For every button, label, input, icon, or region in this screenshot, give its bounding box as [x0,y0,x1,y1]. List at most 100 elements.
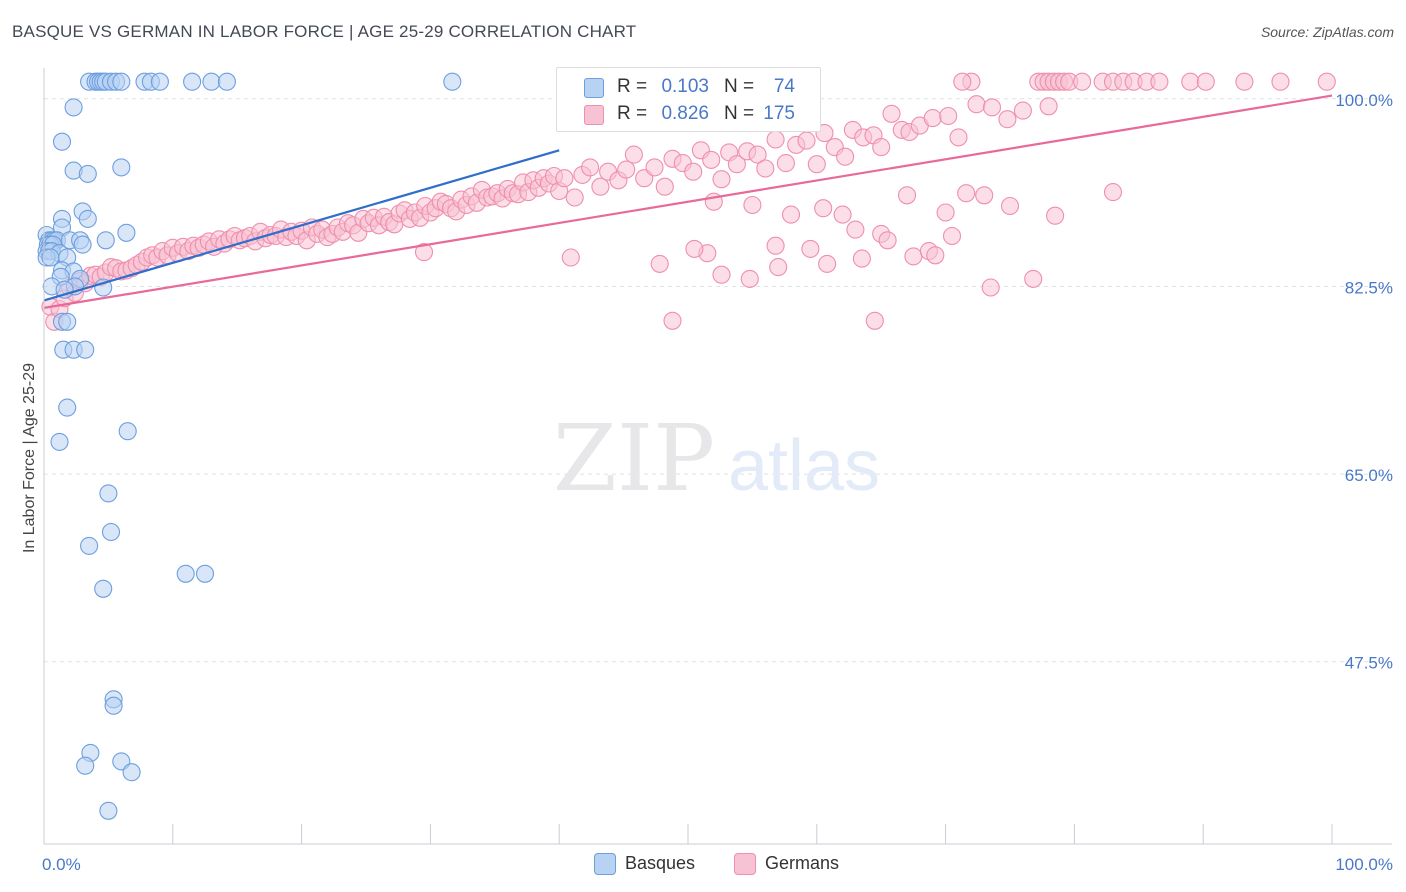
germans-point [975,186,994,205]
germans-point [923,109,942,128]
germans-point [565,188,584,207]
germans-point [939,106,958,126]
germans-point [904,247,923,266]
basques-point [101,522,121,542]
germans-point [865,311,884,330]
germans-point [702,150,721,169]
x-tick-label: 0.0% [42,855,81,874]
germans-point [998,110,1017,129]
watermark-zip: ZIP [553,405,715,512]
germans-point [1024,269,1043,288]
germans-point [833,205,852,224]
y-tick-label: 100.0% [1335,91,1393,110]
basques-point [80,536,99,555]
basques-point [117,223,136,242]
germans-point [591,177,610,196]
germans-point [769,258,788,277]
basques-point [99,484,118,503]
germans-point [581,158,600,177]
basques-point [73,235,92,254]
germans-point [624,145,643,164]
legend-n-label: N = [724,103,755,124]
basques-point [195,564,215,583]
basques-point [58,312,77,331]
germans-point [1073,72,1092,91]
y-tick-label: 47.5% [1345,654,1393,673]
basques-point [58,398,77,417]
germans-point [555,169,574,188]
germans-point [712,265,731,284]
basques-points [37,72,462,820]
germans-point [957,184,976,203]
germans-n-value: 175 [763,103,795,124]
germans-swatch [584,105,604,125]
germans-point [872,138,891,157]
basques-point [112,72,131,91]
germans-point [846,220,865,239]
germans-point [663,311,682,330]
germans-point [650,254,669,273]
germans-point [942,226,962,246]
germans-point [1103,183,1123,202]
y-axis-label: In Labor Force | Age 25-29 [21,363,38,553]
germans-point [1000,196,1020,216]
basques-point [443,72,462,91]
germans-point [897,186,917,205]
basques-r-value: 0.103 [661,76,709,97]
germans-point [781,205,801,224]
germans-point [1271,72,1290,91]
y-tick-label: 82.5% [1345,278,1393,297]
series-legend: Basques Germans [0,852,1406,878]
basques-point [78,209,97,228]
germans-legend-swatch [734,853,756,875]
basques-point [202,72,221,91]
legend-r-label: R = [617,103,648,124]
basques-point [118,422,137,441]
germans-point [645,158,664,177]
germans-point [1235,72,1254,91]
germans-point [617,160,636,179]
germans-point [1181,72,1200,91]
legend-row-basques: R = 0.103 N = 74 [557,74,820,100]
germans-point [748,145,767,164]
basques-point [99,801,118,820]
legend-n-label: N = [724,76,755,97]
germans-point [949,128,968,147]
basques-point [150,72,169,91]
axes: 100.0% 82.5% 65.0% 47.5% 0.0% 100.0% [42,68,1393,874]
germans-point [807,155,826,174]
basques-point [104,696,123,715]
chart-title: BASQUE VS GERMAN IN LABOR FORCE | AGE 25… [12,22,637,41]
basques-point [64,98,83,117]
basques-legend-label: Basques [625,853,696,873]
stats-legend: R = 0.103 N = 74 R = 0.826 N = 175 [556,67,821,132]
germans-point [967,95,986,114]
germans-point [953,72,972,91]
basques-point [76,756,95,775]
germans-point [814,199,833,218]
germans-r-value: 0.826 [661,103,709,124]
basques-point [122,763,141,782]
germans-point [684,162,703,181]
germans-point [766,236,785,255]
germans-point [712,170,731,189]
watermark: ZIP atlas [553,405,880,512]
germans-point [685,239,704,258]
germans-point [1046,206,1065,225]
basques-point [183,72,202,91]
germans-point [926,246,945,265]
germans-point [801,239,820,258]
germans-point [743,195,762,215]
germans-point [655,177,674,196]
germans-point [936,203,955,222]
legend-row-germans: R = 0.826 N = 175 [557,101,820,127]
basques-swatch [584,78,604,98]
basques-legend-swatch [594,853,616,875]
basques-point [50,432,69,451]
germans-point [818,254,837,273]
source-label: Source: ZipAtlas.com [1260,24,1394,40]
germans-point [756,159,775,178]
basques-point [76,340,95,359]
basques-point [112,158,131,177]
